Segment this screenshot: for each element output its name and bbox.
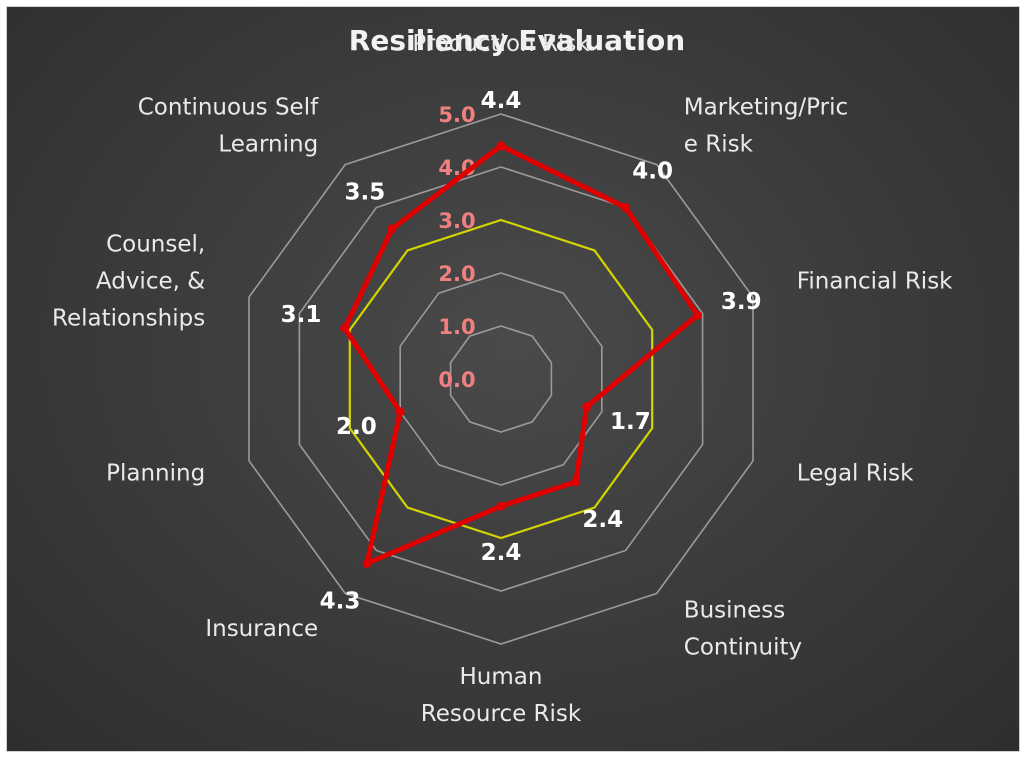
series-point — [571, 477, 581, 487]
series-point — [496, 501, 506, 511]
chart-title: Resiliency Evaluation — [349, 24, 685, 57]
tick-label: 3.0 — [438, 209, 475, 233]
category-label: Business Continuity — [684, 598, 802, 661]
series-point — [693, 310, 703, 320]
series-layer — [340, 141, 703, 568]
category-label: Production Risk — [412, 31, 590, 57]
category-label: Human Resource Risk — [421, 664, 582, 727]
tick-label: 2.0 — [438, 262, 475, 286]
tick-label: 5.0 — [438, 103, 475, 127]
grid-ring-2 — [399, 272, 603, 486]
data-label: 4.3 — [320, 589, 361, 615]
data-label: 1.7 — [610, 409, 651, 435]
series-point — [496, 141, 506, 151]
grid-ring-5 — [248, 113, 754, 645]
category-label: Financial Risk — [797, 268, 953, 294]
series-point — [621, 203, 631, 212]
category-label: Counsel, Advice, & Relationships — [52, 231, 205, 331]
category-label: Marketing/Pric e Risk — [684, 94, 848, 157]
data-label: 4.4 — [481, 88, 522, 114]
data-label: 2.4 — [481, 540, 522, 566]
grid-ring-1 — [449, 325, 553, 433]
data-label: 3.5 — [345, 180, 386, 206]
series-point — [387, 224, 397, 234]
data-label: 4.0 — [632, 158, 673, 184]
series-point — [395, 407, 405, 417]
chart-frame: Resiliency Evaluation 0.0 1.0 2.0 3.0 4.0 5.0… — [6, 6, 1020, 752]
tick-label: 1.0 — [438, 315, 475, 339]
series-point — [582, 402, 592, 412]
data-label: 3.9 — [721, 289, 762, 315]
tick-label-layer: 0.01.02.03.04.05.0 — [438, 103, 475, 392]
data-label: 3.1 — [281, 302, 322, 328]
category-label: Continuous Self Learning — [138, 94, 319, 157]
category-label: Legal Risk — [797, 461, 914, 487]
category-label: Planning — [106, 461, 205, 487]
grid-ring-4 — [298, 166, 704, 592]
data-label-layer: 4.4 4.0 3.9 1.7 2.4 2.4 4.3 2.0 3.1 3.5 — [281, 88, 762, 615]
series-point — [340, 323, 350, 333]
series-line-0 — [342, 143, 701, 566]
series-line-1 — [348, 218, 654, 540]
radar-chart: Resiliency Evaluation 0.0 1.0 2.0 3.0 4.0 5.0… — [52, 24, 953, 727]
series-point — [362, 558, 372, 568]
data-label: 2.4 — [582, 507, 623, 533]
tick-label: 0.0 — [438, 368, 475, 392]
data-label: 2.0 — [336, 414, 377, 440]
category-label-layer: Production Risk Marketing/Pric e Risk Finan… — [52, 31, 953, 727]
category-label: Insurance — [205, 616, 318, 642]
